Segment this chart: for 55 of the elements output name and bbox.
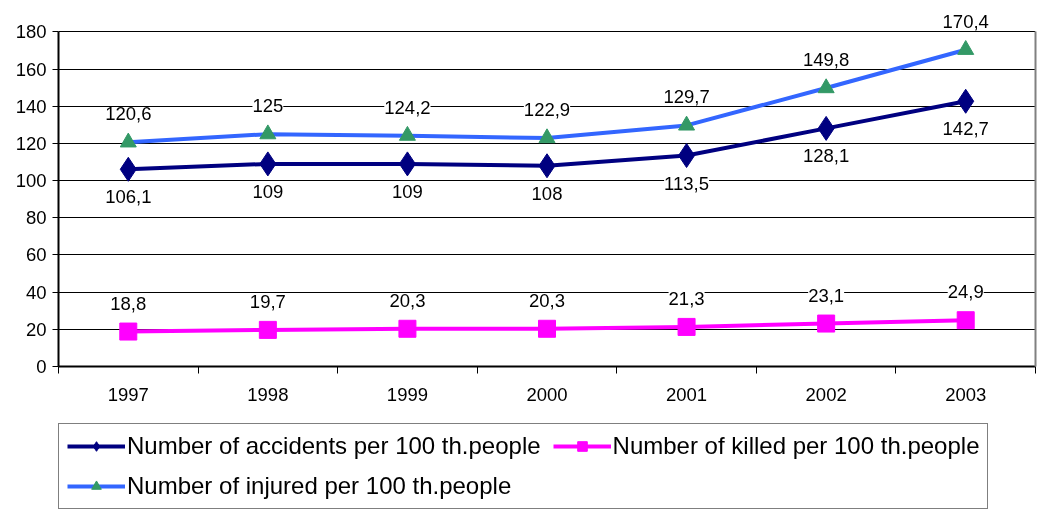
data-label: 149,8 [803,49,850,71]
data-label: 125 [252,95,284,117]
y-tick-label: 100 [15,170,47,192]
data-label: 18,8 [110,292,147,314]
data-label: 113,5 [664,172,710,194]
data-label: 122,9 [523,99,571,121]
data-label: 109 [252,180,284,202]
legend-label: Number of injured per 100 th.people [127,472,512,500]
x-tick-label: 1999 [386,383,429,405]
y-tick-label: 160 [15,58,47,80]
data-label: 24,9 [947,281,984,303]
point [259,124,277,140]
x-tick-label: 1997 [107,383,149,405]
data-label: 120,6 [105,103,152,125]
point [398,319,417,338]
legend-label: Number of accidents per 100 th.people [127,432,541,460]
x-tick-label: 2003 [945,383,987,405]
data-label: 23,1 [808,284,845,306]
data-label: 19,7 [249,290,286,312]
point [956,311,975,330]
point [119,322,138,341]
legend-label: Number of killed per 100 th.people [612,432,980,460]
y-tick-label: 180 [15,21,47,43]
point [119,132,137,148]
y-tick-label: 40 [25,281,47,303]
x-tick-label: 1998 [247,383,289,405]
y-tick-label: 140 [15,95,47,117]
point [678,115,696,131]
y-tick-label: 120 [15,132,47,154]
data-label: 108 [531,182,563,204]
data-label: 20,3 [529,289,566,311]
y-tick-label: 0 [36,356,47,377]
point [258,320,277,339]
point [677,317,696,336]
y-tick-label: 20 [25,318,47,340]
data-label: 129,7 [663,86,710,108]
data-label: 142,7 [942,118,989,140]
data-label: 124,2 [384,96,431,118]
point [817,314,836,333]
point [398,125,416,141]
data-label: 128,1 [803,145,850,167]
point [538,128,556,144]
point [957,40,975,55]
point [538,319,556,338]
y-tick-label: 80 [25,207,47,229]
x-tick-label: 2001 [665,383,708,405]
y-tick-label: 60 [25,244,47,266]
data-label: 20,3 [389,289,426,311]
x-tick-label: 2002 [805,383,847,405]
data-label: 170,4 [942,10,989,32]
point [817,78,835,94]
data-label: 106,1 [105,186,152,208]
x-tick-label: 2000 [526,383,568,405]
data-label: 21,3 [668,287,705,309]
data-label: 109 [392,180,423,202]
